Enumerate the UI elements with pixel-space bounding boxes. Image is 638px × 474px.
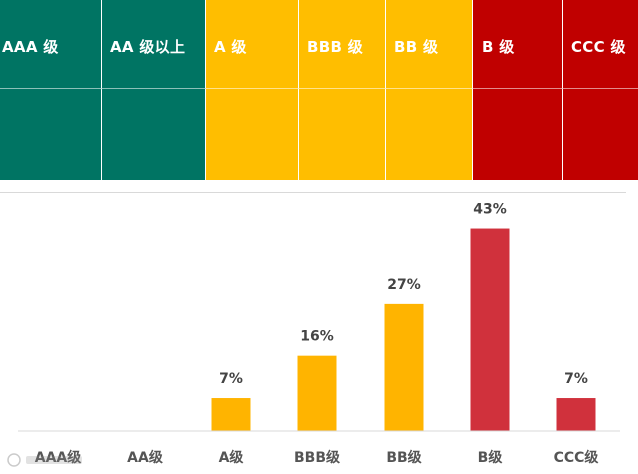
brand-watermark-icon	[6, 451, 86, 469]
summary-count-unit: 家	[239, 215, 254, 231]
summary-count-number: 7	[307, 200, 328, 235]
summary-cell-label-b: B 级	[473, 0, 563, 89]
x-tick-label: BBB级	[294, 449, 341, 466]
x-tick-label: A级	[219, 449, 245, 466]
summary-cell-label-bb: BB 级	[386, 0, 473, 89]
summary-count-unit: 家	[596, 215, 611, 231]
summary-count-unit: 家	[135, 215, 150, 231]
summary-label: AA 级以上	[110, 38, 186, 56]
summary-cell-count-bb: 12 家	[386, 89, 473, 235]
summary-label: B 级	[482, 38, 515, 56]
x-tick-label: CCC级	[554, 449, 600, 466]
summary-label: A 级	[214, 38, 247, 56]
data-label-BB级: 27%	[387, 277, 421, 293]
x-tick-label: BB级	[386, 449, 422, 466]
bar-CCC级	[556, 398, 596, 431]
bar-BBB级	[297, 355, 337, 431]
summary-count-number: 0	[2, 200, 23, 235]
section-divider	[0, 192, 626, 193]
summary-count-number: 3	[571, 200, 592, 235]
summary-count-number: 12	[394, 200, 436, 235]
bar-A级	[211, 398, 251, 431]
x-tick-label: B级	[478, 449, 504, 466]
data-label-A级: 7%	[219, 371, 243, 387]
summary-count-unit: 家	[440, 215, 455, 231]
x-tick-label: AA级	[127, 449, 164, 466]
summary-count: 12 家	[394, 200, 455, 235]
data-label-BBB级: 16%	[300, 329, 334, 345]
summary-cell-count-b: 19 家	[473, 89, 563, 235]
summary-cell-label-aa: AA 级以上	[102, 0, 206, 89]
summary-label: BBB 级	[307, 38, 364, 56]
summary-cell-label-bbb: BBB 级	[299, 0, 386, 89]
summary-count-unit: 家	[27, 215, 42, 231]
summary-count-unit: 家	[332, 215, 347, 231]
bar-B级	[470, 228, 510, 431]
data-label-CCC级: 7%	[564, 371, 588, 387]
summary-label: BB 级	[394, 38, 439, 56]
summary-label: AAA 级	[2, 38, 59, 56]
summary-cell-label-aaa: AAA 级	[0, 0, 102, 89]
bars-group	[211, 228, 596, 431]
summary-cell-label-ccc: CCC 级	[563, 0, 638, 89]
summary-count-unit: 家	[528, 215, 543, 231]
summary-count-number: 0	[110, 200, 131, 235]
summary-label: CCC 级	[571, 38, 626, 56]
summary-count-number: 3	[214, 200, 235, 235]
summary-cell-label-a: A 级	[206, 0, 299, 89]
value-labels-group: 7% 16% 27% 43% 7%	[219, 202, 588, 388]
data-label-B级: 43%	[473, 202, 507, 218]
bar-BB级	[384, 303, 424, 431]
